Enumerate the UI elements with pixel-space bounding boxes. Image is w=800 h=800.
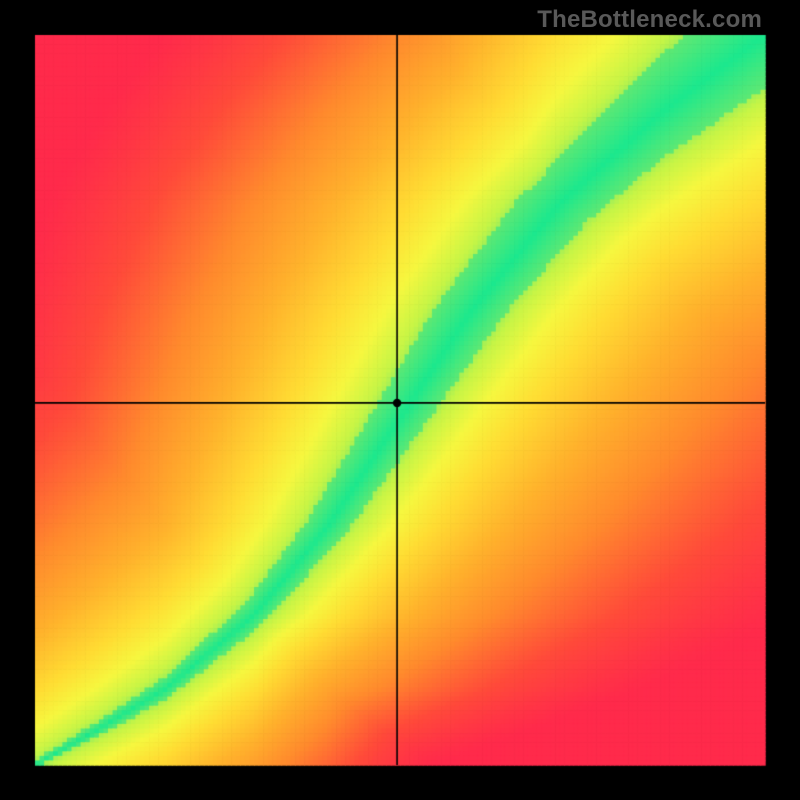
watermark-text: TheBottleneck.com [537, 6, 762, 34]
chart-container: { "meta": { "watermark_text": "TheBottle… [0, 0, 800, 800]
bottleneck-heatmap [0, 0, 800, 800]
